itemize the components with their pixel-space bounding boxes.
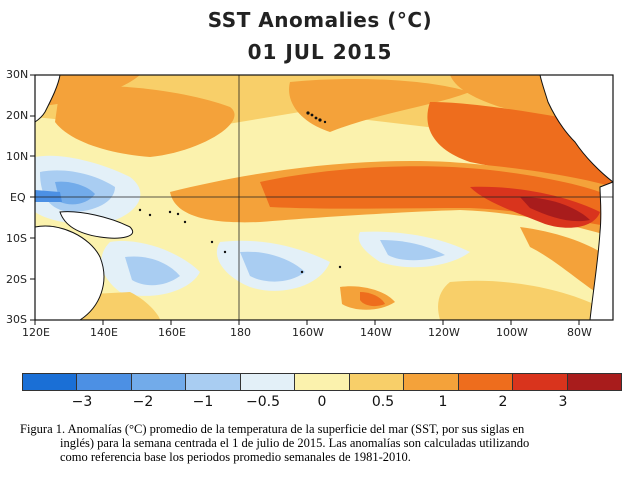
lat-label-10s: 10S	[6, 232, 27, 245]
axis-ticks	[30, 74, 580, 325]
colorbar-label: 0.5	[371, 394, 395, 410]
colorbar-swatch	[513, 374, 568, 390]
chart-date: 01 JUL 2015	[247, 40, 393, 64]
land-masses	[34, 74, 614, 321]
colorbar-swatch	[404, 374, 459, 390]
lat-label-30s: 30S	[6, 313, 27, 326]
lon-label-140e: 140E	[90, 326, 118, 339]
colorbar-swatch	[240, 374, 296, 390]
figure-caption: Figura 1. Anomalías (°C) promedio de la …	[20, 422, 620, 464]
colorbar-label: −3	[71, 394, 93, 410]
caption-line-1: Figura 1. Anomalías (°C) promedio de la …	[20, 422, 525, 436]
lon-label-120e: 120E	[22, 326, 50, 339]
colorbar-label: 1	[438, 394, 448, 410]
colorbar	[22, 373, 622, 391]
lat-label-20n: 20N	[6, 109, 29, 122]
colorbar-label: −1	[192, 394, 214, 410]
colorbar-label: −0.5	[246, 394, 280, 410]
graticule	[35, 75, 613, 320]
lon-label-160w: 160W	[292, 326, 324, 339]
lat-label-20s: 20S	[6, 273, 27, 286]
lon-label-140w: 140W	[360, 326, 392, 339]
lat-label-eq: EQ	[10, 191, 26, 204]
colorbar-label: 0	[317, 394, 327, 410]
caption-line-3: como referencia base los periodos promed…	[60, 450, 411, 464]
colorbar-swatch	[77, 374, 132, 390]
sst-anomaly-map	[30, 74, 614, 325]
colorbar-swatch	[186, 374, 241, 390]
colorbar-swatch	[295, 374, 350, 390]
caption-line-2: inglés) para la semana centrada el 1 de …	[60, 436, 530, 450]
lon-label-120w: 120W	[428, 326, 460, 339]
colorbar-label: −2	[132, 394, 154, 410]
anomaly-field	[35, 75, 613, 320]
colorbar-swatch	[458, 374, 514, 390]
colorbar-label: 3	[558, 394, 568, 410]
colorbar-swatch	[567, 374, 621, 390]
chart-title: SST Anomalies (°C)	[207, 8, 433, 32]
lat-label-30n: 30N	[6, 68, 29, 81]
lon-label-80w: 80W	[567, 326, 592, 339]
lon-label-160e: 160E	[158, 326, 186, 339]
colorbar-swatch	[349, 374, 405, 390]
lon-label-180: 180	[230, 326, 251, 339]
colorbar-swatch	[131, 374, 187, 390]
lon-label-100w: 100W	[496, 326, 528, 339]
islands	[138, 111, 342, 274]
colorbar-label: 2	[498, 394, 508, 410]
colorbar-swatch	[23, 374, 78, 390]
lat-label-10n: 10N	[6, 150, 29, 163]
